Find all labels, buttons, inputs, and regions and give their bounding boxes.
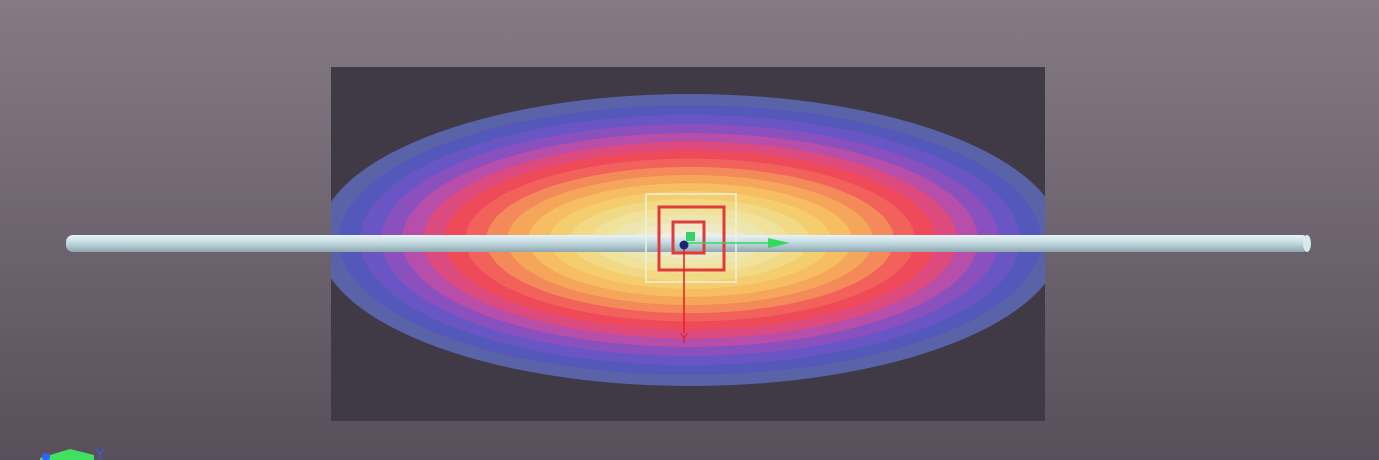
triad-origin-icon: [42, 453, 50, 460]
rod-end-cap: [1303, 235, 1311, 252]
gizmo-scale-box-large[interactable]: [657, 205, 726, 272]
triad-axis-label: Y: [95, 448, 104, 460]
gizmo-center-marker[interactable]: [686, 232, 695, 241]
orientation-triad: Y: [40, 448, 104, 460]
transform-gizmo[interactable]: Y: [645, 193, 790, 347]
gizmo-outer-box[interactable]: [645, 193, 737, 283]
gizmo-center-dot[interactable]: [679, 240, 689, 250]
gizmo-y-axis-label: Y: [679, 332, 688, 347]
gizmo-scale-box-small[interactable]: [671, 220, 706, 255]
gizmo-x-arrowhead-icon[interactable]: [768, 238, 790, 248]
triad-arrow-icon: [40, 449, 94, 460]
